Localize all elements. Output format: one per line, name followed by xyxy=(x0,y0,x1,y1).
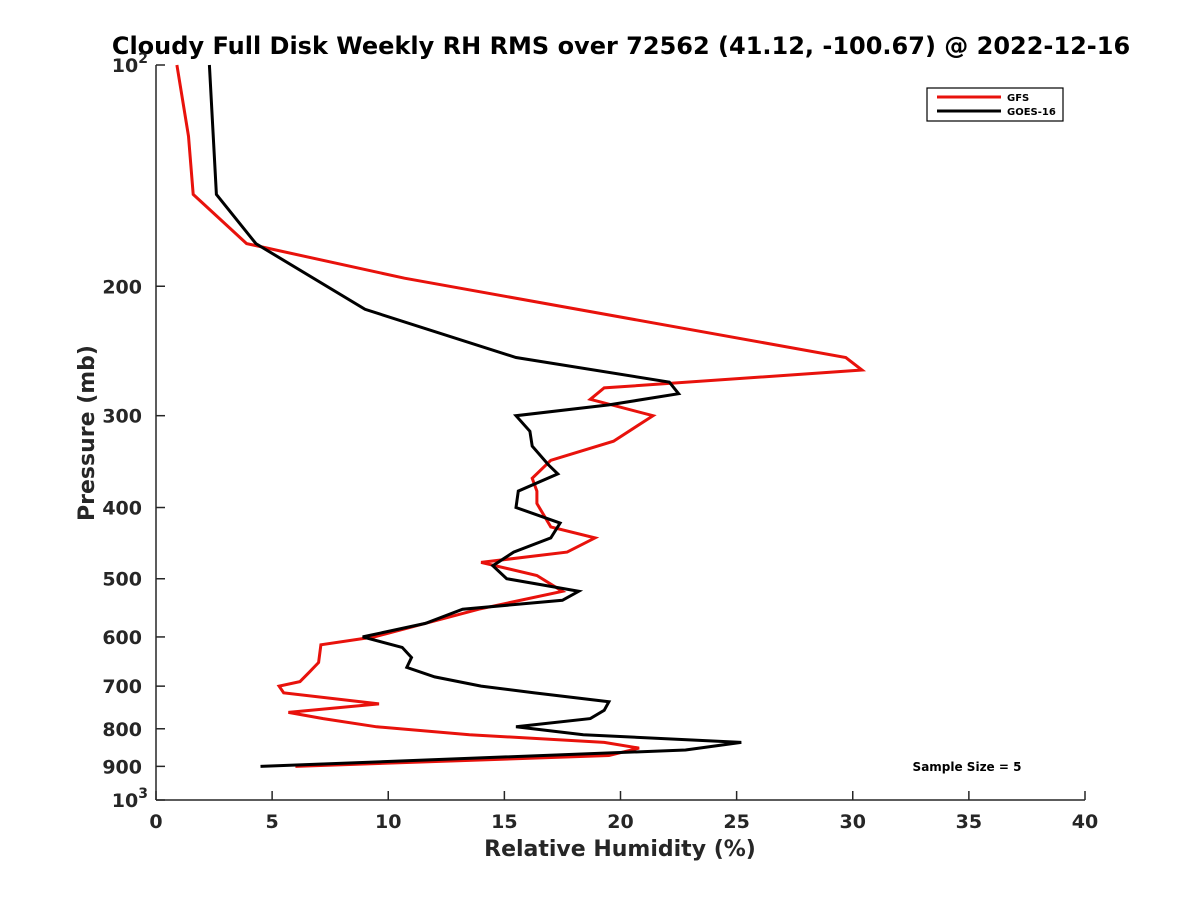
y-tick-label: 600 xyxy=(102,627,142,649)
series-line-gfs xyxy=(175,64,867,768)
y-tick-label: 400 xyxy=(102,498,142,520)
series-line-goes-16 xyxy=(207,64,742,768)
x-tick-label: 35 xyxy=(956,811,982,833)
legend-label-goes-16: GOES-16 xyxy=(1007,107,1056,118)
y-tick-label: 103 xyxy=(112,786,148,812)
y-tick-label: 102 xyxy=(112,51,148,77)
y-axis-ticks: 102 200 300 400 500 600 700 800 900 103 xyxy=(102,51,165,812)
x-tick-label: 30 xyxy=(840,811,866,833)
x-tick-label: 20 xyxy=(607,811,633,833)
y-tick-label: 700 xyxy=(102,676,142,698)
x-tick-label: 5 xyxy=(266,811,279,833)
x-axis-label: Relative Humidity (%) xyxy=(484,837,756,862)
x-tick-label: 15 xyxy=(491,811,517,833)
y-tick-label: 300 xyxy=(102,406,142,428)
x-tick-label: 25 xyxy=(723,811,749,833)
y-tick-label: 200 xyxy=(102,276,142,298)
x-tick-label: 40 xyxy=(1072,811,1098,833)
x-tick-label: 0 xyxy=(149,811,162,833)
x-tick-label: 10 xyxy=(375,811,401,833)
y-tick-label: 500 xyxy=(102,569,142,591)
legend: GFS GOES-16 xyxy=(926,87,1064,122)
y-tick-label: 800 xyxy=(102,719,142,741)
y-tick-label: 900 xyxy=(102,756,142,778)
legend-box xyxy=(926,87,1064,122)
legend-label-gfs: GFS xyxy=(1007,93,1029,104)
sample-size-annotation: Sample Size = 5 xyxy=(913,760,1022,774)
series-layer xyxy=(175,64,867,768)
x-axis-ticks: 0 5 10 15 20 25 30 35 40 xyxy=(149,791,1098,833)
y-axis-label: Pressure (mb) xyxy=(75,345,100,521)
chart-title: Cloudy Full Disk Weekly RH RMS over 7256… xyxy=(112,32,1130,60)
